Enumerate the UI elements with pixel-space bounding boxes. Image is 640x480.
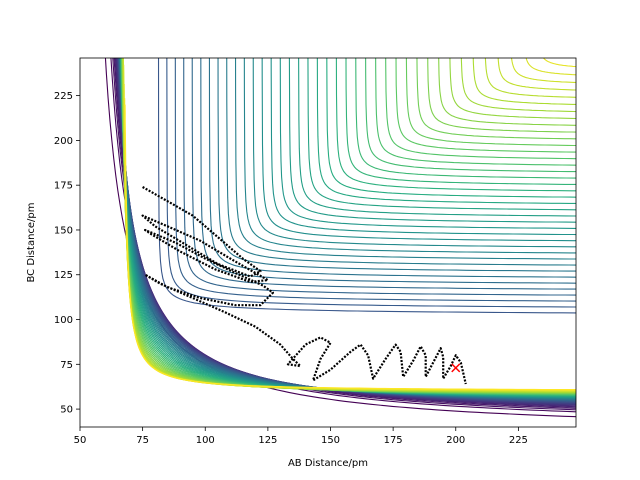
y-tick-label: 100 [54, 315, 73, 326]
contour-line [375, 58, 576, 166]
x-tick-label: 50 [74, 435, 87, 446]
x-tick-label: 100 [196, 435, 215, 446]
contour-line [355, 58, 576, 179]
contour-line [307, 58, 576, 211]
contour-line [234, 58, 576, 260]
y-tick-label: 150 [54, 225, 73, 236]
y-axis-ticks: 50 75 100 125 150 175 200 225 [54, 91, 80, 416]
contour-line [405, 58, 576, 147]
x-tick-label: 200 [446, 435, 465, 446]
contour-lines [104, 33, 606, 418]
y-tick-label: 200 [54, 136, 73, 147]
contour-line [460, 58, 576, 113]
contour-line [279, 58, 576, 229]
contour-line [120, 58, 576, 398]
x-tick-label: 150 [321, 435, 340, 446]
end-point-marker [451, 363, 461, 373]
x-tick-label: 75 [136, 435, 149, 446]
x-tick-label: 175 [384, 435, 403, 446]
contour-line [226, 58, 576, 266]
contour-line [497, 58, 576, 91]
x-tick-label: 225 [509, 435, 528, 446]
contour-line [166, 58, 576, 308]
y-axis-label: BC Distance/pm [26, 202, 37, 282]
x-tick-label: 125 [258, 435, 277, 446]
contour-line [217, 58, 576, 272]
contour-line [542, 58, 576, 68]
contour-line [157, 58, 576, 314]
contour-line [484, 58, 576, 98]
trajectory-line [141, 186, 467, 385]
y-tick-label: 50 [60, 405, 73, 416]
contour-line [288, 58, 576, 223]
contour-line [416, 58, 576, 140]
contour-line [124, 104, 576, 391]
x-axis-label: AB Distance/pm [288, 458, 368, 469]
y-tick-label: 75 [60, 360, 73, 371]
contour-line [200, 58, 576, 284]
contour-line [576, 33, 606, 50]
contour-line [120, 58, 576, 396]
y-tick-label: 175 [54, 181, 73, 192]
contour-line [326, 58, 576, 198]
contour-line [120, 58, 576, 397]
x-axis-ticks: 50 75 100 125 150 175 200 225 [74, 427, 528, 446]
contour-line [120, 58, 576, 397]
contour-line [510, 58, 576, 84]
contour-line [395, 58, 576, 153]
contour-line [365, 58, 576, 173]
contour-line [121, 58, 576, 394]
y-tick-label: 225 [54, 91, 73, 102]
contour-line [345, 58, 576, 185]
contour-line [472, 58, 576, 106]
contour-line [316, 58, 576, 205]
contour-line [270, 58, 576, 236]
contour-line [261, 58, 576, 242]
contour-line [252, 58, 576, 248]
contour-line [525, 58, 576, 76]
contour-line [121, 58, 576, 394]
contour-line [335, 58, 576, 192]
contour-line [120, 58, 576, 397]
contour-line [174, 58, 576, 302]
contour-line [449, 58, 576, 120]
contour-line [298, 58, 576, 217]
contour-line [208, 58, 576, 278]
contour-line [118, 58, 576, 402]
contour-line [575, 58, 576, 59]
contour-line [121, 58, 576, 396]
plot-frame [79, 57, 577, 428]
contour-line [121, 58, 576, 395]
contour-line [427, 58, 576, 133]
contour-line [183, 58, 576, 296]
contour-line [243, 58, 576, 254]
contour-line [121, 58, 576, 395]
contour-line [191, 58, 576, 290]
y-tick-label: 125 [54, 270, 73, 281]
trajectory-path [141, 186, 467, 385]
contour-line [438, 58, 576, 126]
contour-line [121, 58, 576, 395]
contour-line [123, 84, 576, 392]
contour-line [120, 58, 576, 396]
contour-line [385, 58, 576, 160]
marker-stroke [451, 363, 461, 373]
